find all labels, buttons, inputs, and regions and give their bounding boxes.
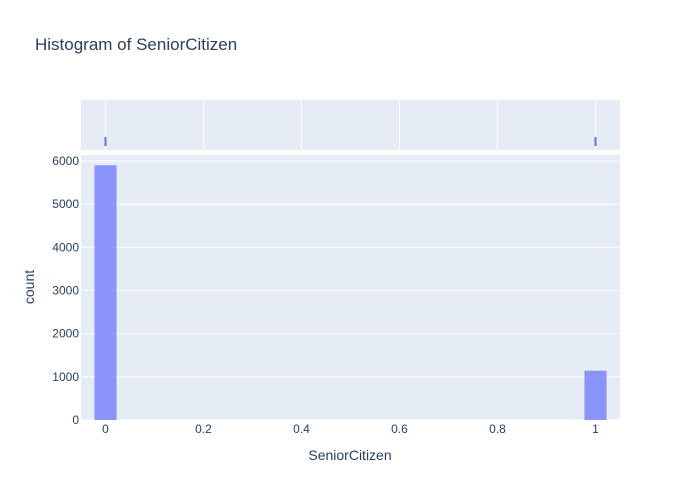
x-axis-ticks: 0 0.2 0.4 0.6 0.8 1 bbox=[102, 422, 599, 436]
x-tick-label: 0.8 bbox=[489, 422, 506, 436]
x-tick-label: 1 bbox=[592, 422, 599, 436]
rug-plot-background bbox=[81, 100, 620, 150]
y-tick-label: 1000 bbox=[52, 370, 79, 384]
histogram-bars bbox=[94, 165, 607, 420]
x-tick-label: 0 bbox=[102, 422, 109, 436]
chart-title: Histogram of SeniorCitizen bbox=[35, 35, 237, 54]
histogram-plot bbox=[81, 155, 620, 421]
histogram-bar bbox=[94, 165, 117, 420]
y-tick-label: 3000 bbox=[52, 284, 79, 298]
y-gridlines bbox=[81, 160, 620, 421]
y-tick-label: 6000 bbox=[52, 154, 79, 168]
x-tick-label: 0.2 bbox=[195, 422, 212, 436]
y-tick-label: 0 bbox=[72, 413, 79, 427]
rug-marks bbox=[104, 137, 597, 146]
x-axis-title: SeniorCitizen bbox=[308, 447, 391, 463]
y-axis-ticks: 0 1000 2000 3000 4000 5000 6000 bbox=[52, 154, 79, 427]
y-axis-title: count bbox=[21, 270, 37, 304]
histogram-bar bbox=[584, 370, 607, 420]
plot-background bbox=[81, 155, 620, 420]
y-tick-label: 4000 bbox=[52, 240, 79, 254]
x-tick-label: 0.6 bbox=[391, 422, 408, 436]
y-tick-label: 2000 bbox=[52, 327, 79, 341]
rug-plot bbox=[81, 100, 620, 150]
x-tick-label: 0.4 bbox=[293, 422, 310, 436]
y-tick-label: 5000 bbox=[52, 197, 79, 211]
